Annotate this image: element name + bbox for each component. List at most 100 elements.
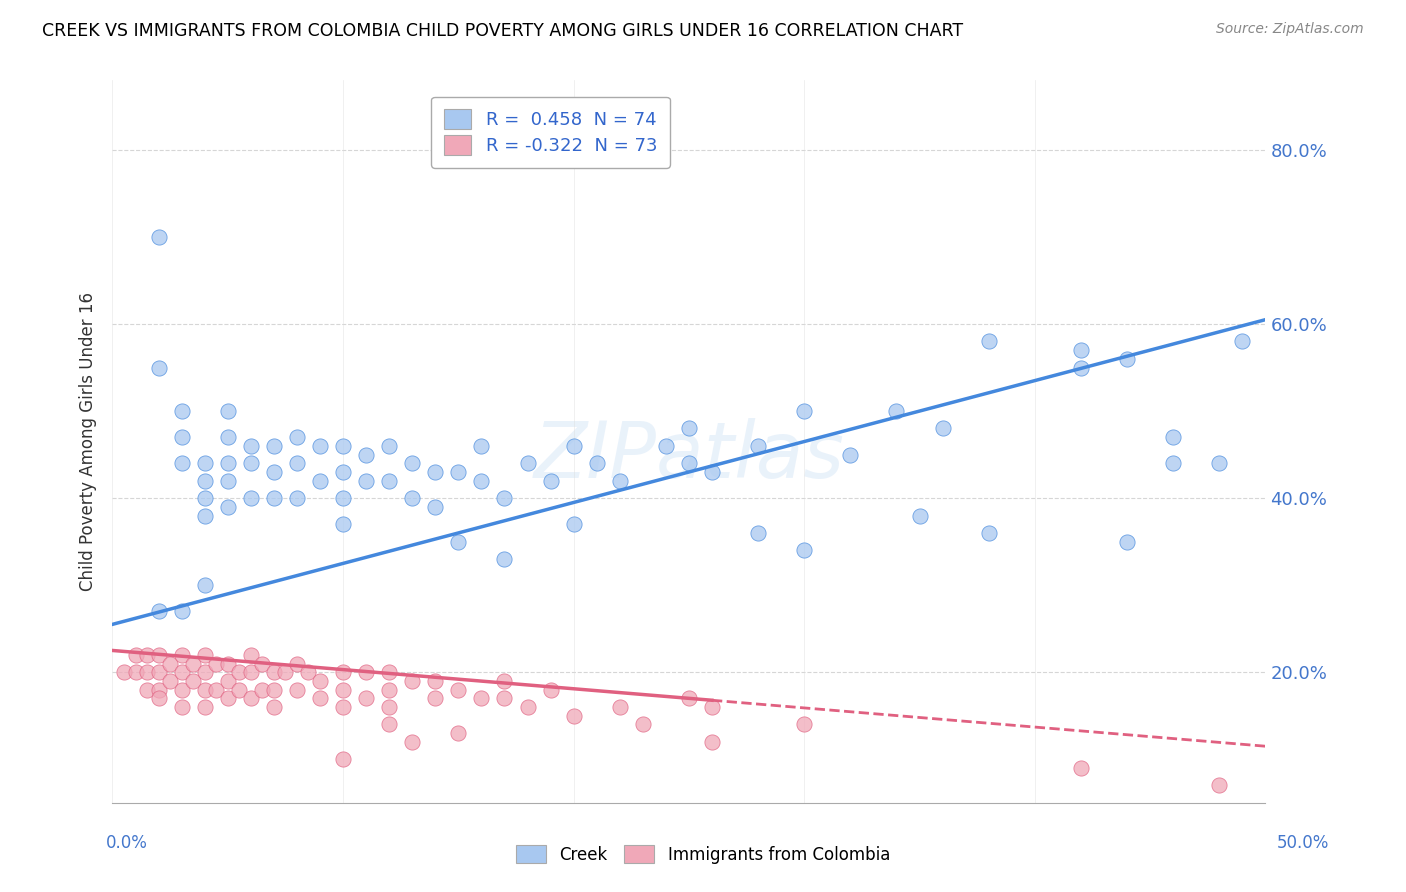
- Point: [309, 673, 332, 688]
- Point: [609, 700, 631, 714]
- Point: [239, 491, 262, 505]
- Point: [425, 500, 447, 514]
- Point: [159, 657, 181, 671]
- Point: [239, 691, 262, 706]
- Point: [332, 465, 354, 479]
- Point: [285, 456, 308, 470]
- Point: [228, 682, 250, 697]
- Point: [194, 682, 217, 697]
- Point: [1116, 351, 1139, 366]
- Point: [977, 334, 1000, 349]
- Point: [1208, 456, 1230, 470]
- Point: [159, 673, 181, 688]
- Point: [401, 735, 423, 749]
- Point: [655, 439, 678, 453]
- Point: [700, 700, 723, 714]
- Point: [285, 491, 308, 505]
- Point: [205, 682, 228, 697]
- Point: [470, 439, 492, 453]
- Point: [977, 525, 1000, 540]
- Point: [194, 474, 217, 488]
- Point: [263, 491, 285, 505]
- Point: [194, 456, 217, 470]
- Point: [631, 717, 654, 731]
- Point: [263, 665, 285, 680]
- Point: [1070, 360, 1092, 375]
- Point: [354, 448, 377, 462]
- Point: [217, 673, 239, 688]
- Point: [378, 665, 401, 680]
- Point: [332, 700, 354, 714]
- Point: [263, 439, 285, 453]
- Point: [124, 665, 146, 680]
- Point: [148, 230, 170, 244]
- Point: [124, 648, 146, 662]
- Point: [678, 421, 700, 435]
- Point: [252, 657, 274, 671]
- Point: [793, 717, 815, 731]
- Point: [585, 456, 607, 470]
- Text: 50.0%: 50.0%: [1277, 834, 1329, 852]
- Text: Source: ZipAtlas.com: Source: ZipAtlas.com: [1216, 22, 1364, 37]
- Point: [217, 474, 239, 488]
- Point: [297, 665, 319, 680]
- Point: [309, 439, 332, 453]
- Point: [562, 517, 585, 532]
- Y-axis label: Child Poverty Among Girls Under 16: Child Poverty Among Girls Under 16: [79, 292, 97, 591]
- Point: [309, 691, 332, 706]
- Point: [747, 525, 769, 540]
- Point: [112, 665, 135, 680]
- Point: [170, 700, 193, 714]
- Point: [378, 682, 401, 697]
- Point: [148, 665, 170, 680]
- Point: [931, 421, 953, 435]
- Point: [747, 439, 769, 453]
- Point: [217, 430, 239, 444]
- Point: [540, 474, 562, 488]
- Point: [136, 648, 159, 662]
- Point: [239, 665, 262, 680]
- Point: [194, 648, 217, 662]
- Point: [228, 665, 250, 680]
- Point: [678, 456, 700, 470]
- Point: [516, 456, 538, 470]
- Point: [170, 404, 193, 418]
- Point: [378, 717, 401, 731]
- Point: [194, 665, 217, 680]
- Point: [470, 474, 492, 488]
- Point: [401, 491, 423, 505]
- Point: [239, 456, 262, 470]
- Point: [609, 474, 631, 488]
- Point: [447, 682, 470, 697]
- Point: [494, 491, 516, 505]
- Point: [332, 517, 354, 532]
- Point: [447, 726, 470, 740]
- Point: [401, 673, 423, 688]
- Point: [181, 673, 204, 688]
- Point: [1208, 778, 1230, 792]
- Point: [494, 673, 516, 688]
- Point: [562, 439, 585, 453]
- Point: [839, 448, 862, 462]
- Point: [263, 465, 285, 479]
- Point: [1070, 761, 1092, 775]
- Point: [148, 360, 170, 375]
- Point: [136, 682, 159, 697]
- Point: [378, 700, 401, 714]
- Point: [274, 665, 297, 680]
- Point: [447, 465, 470, 479]
- Point: [332, 491, 354, 505]
- Point: [148, 682, 170, 697]
- Point: [1070, 343, 1092, 358]
- Point: [354, 474, 377, 488]
- Text: 0.0%: 0.0%: [105, 834, 148, 852]
- Point: [194, 700, 217, 714]
- Point: [494, 552, 516, 566]
- Point: [470, 691, 492, 706]
- Point: [285, 682, 308, 697]
- Point: [886, 404, 908, 418]
- Point: [516, 700, 538, 714]
- Point: [217, 404, 239, 418]
- Point: [378, 474, 401, 488]
- Point: [217, 691, 239, 706]
